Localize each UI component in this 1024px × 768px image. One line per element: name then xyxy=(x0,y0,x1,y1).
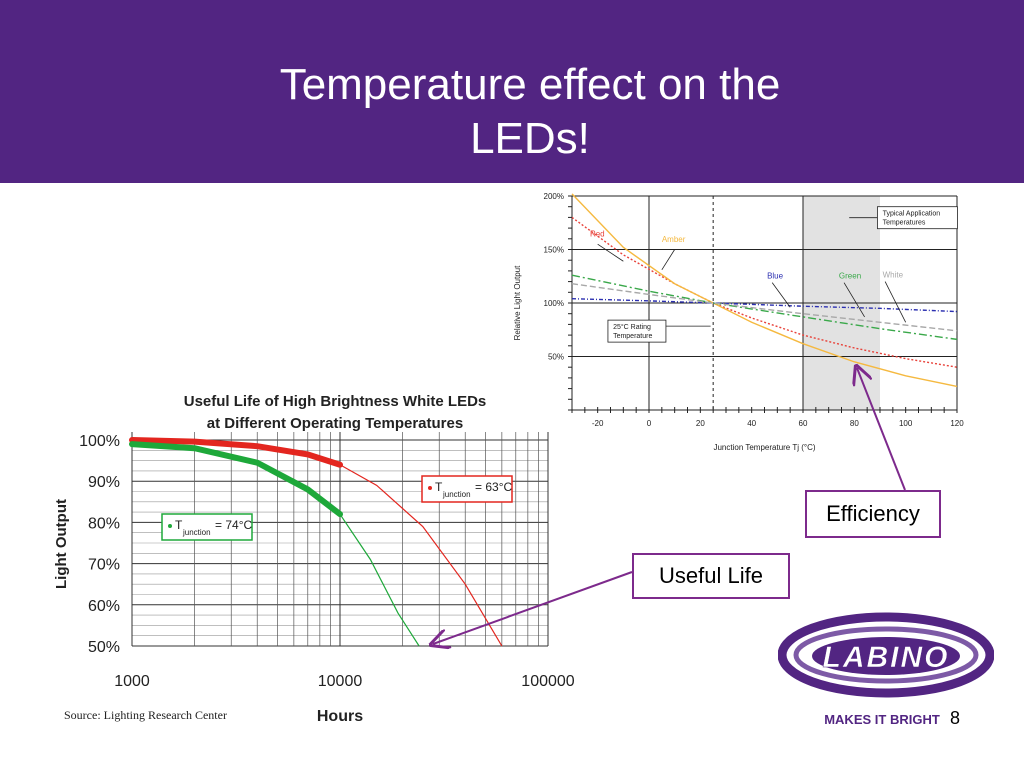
legend-label-rest-1: = 74°C xyxy=(215,518,252,532)
x-tick-label: 80 xyxy=(850,419,859,428)
annotation-box-rating xyxy=(607,319,667,343)
title-banner xyxy=(0,0,1024,183)
x-tick-label: 1000 xyxy=(114,673,150,690)
legend-label-sub-1: junction xyxy=(182,528,211,537)
legend-box-1 xyxy=(161,513,253,541)
pointer-line xyxy=(884,281,907,323)
life-chart-title-line1: Useful Life of High Brightness White LED… xyxy=(184,393,487,410)
labino-logo: LABINO MAKES IT BRIGHT xyxy=(778,612,994,727)
efficiency-callout: Efficiency xyxy=(805,490,941,538)
y-tick-label: 80% xyxy=(88,515,120,532)
series-line-blue xyxy=(571,298,958,313)
legend-box-0 xyxy=(421,475,513,503)
x-tick-label: 10000 xyxy=(318,673,363,690)
annotation-typical-line2: Temperatures xyxy=(883,220,926,227)
useful-life-chart: Useful Life of High Brightness White LED… xyxy=(53,393,575,725)
y-tick-label: 50% xyxy=(548,353,564,362)
y-tick-label: 60% xyxy=(88,598,120,615)
y-tick-label: 150% xyxy=(544,246,564,255)
x-tick-label: 100000 xyxy=(521,673,574,690)
pointer-line xyxy=(597,243,624,262)
y-tick-label: 70% xyxy=(88,557,120,574)
life-chart-labels: 100% 90% 80% 70% 60% 50% 1000 10000 100000 Tjunct… xyxy=(79,433,575,690)
pointer-line xyxy=(661,249,676,271)
logo-text: LABINO xyxy=(823,641,950,674)
x-tick-label: 100 xyxy=(899,419,913,428)
annotation-typical-line1: Typical Application xyxy=(883,211,941,218)
slide-title: Temperature effect on the LEDs! xyxy=(180,58,880,166)
slide-title-line1: Temperature effect on the xyxy=(279,60,781,109)
series-line-thin-1 xyxy=(339,513,420,647)
series-line-white xyxy=(571,283,958,332)
series-line-red xyxy=(571,216,958,368)
x-tick-label: -20 xyxy=(592,419,604,428)
series-label-red: Red xyxy=(590,230,605,239)
useful-life-callout-label: Useful Life xyxy=(659,563,763,588)
life-chart-title-line2: at Different Operating Temperatures xyxy=(207,415,463,432)
annotation-box-typical xyxy=(877,206,958,230)
logo-tagline: MAKES IT BRIGHT xyxy=(824,712,940,727)
efficiency-callout-label: Efficiency xyxy=(826,501,920,526)
x-axis-label: Junction Temperature Tj (°C) xyxy=(713,443,815,452)
legend-dot-1 xyxy=(168,524,172,528)
series-label-blue: Blue xyxy=(767,271,784,280)
legend-label-rest-0: = 63°C xyxy=(475,480,512,494)
series-label-green: Green xyxy=(839,271,861,280)
source-note: Source: Lighting Research Center xyxy=(64,708,227,722)
pointer-line xyxy=(771,282,791,308)
temp-chart-grid xyxy=(568,195,958,413)
page-number: 8 xyxy=(950,708,961,728)
y-tick-label: 100% xyxy=(79,433,120,450)
x-tick-label: 0 xyxy=(647,419,652,428)
temperature-chart: 200% 150% 100% 50% -20 0 20 40 60 80 100 120 Junctio… xyxy=(513,192,964,452)
life-chart-xlabel: Hours xyxy=(317,708,363,725)
y-tick-label: 100% xyxy=(544,299,564,308)
series-label-white: White xyxy=(883,270,904,279)
series-line-green xyxy=(571,274,958,341)
legend-label-1: T xyxy=(175,518,183,532)
x-tick-label: 60 xyxy=(799,419,808,428)
useful-life-callout: Useful Life xyxy=(632,553,790,599)
y-tick-label: 50% xyxy=(88,639,120,656)
x-tick-label: 40 xyxy=(747,419,756,428)
y-axis-label: Relative Light Output xyxy=(513,265,522,340)
annotation-rating-line1: 25°C Rating xyxy=(613,323,651,331)
legend-label-0: T xyxy=(435,480,443,494)
y-tick-label: 90% xyxy=(88,474,120,491)
legend-label-sub-0: junction xyxy=(442,490,471,499)
legend-dot-0 xyxy=(428,486,432,490)
slide-title-line2: LEDs! xyxy=(470,114,590,163)
x-tick-label: 120 xyxy=(950,419,964,428)
life-chart-ylabel: Light Output xyxy=(53,499,70,589)
y-tick-label: 200% xyxy=(544,192,564,201)
temp-chart-labels: 200% 150% 100% 50% -20 0 20 40 60 80 100 120 Junctio… xyxy=(513,192,964,452)
annotation-rating-line2: Temperature xyxy=(613,333,652,340)
pointer-line xyxy=(843,282,865,318)
x-tick-label: 20 xyxy=(696,419,705,428)
series-label-amber: Amber xyxy=(662,235,686,244)
